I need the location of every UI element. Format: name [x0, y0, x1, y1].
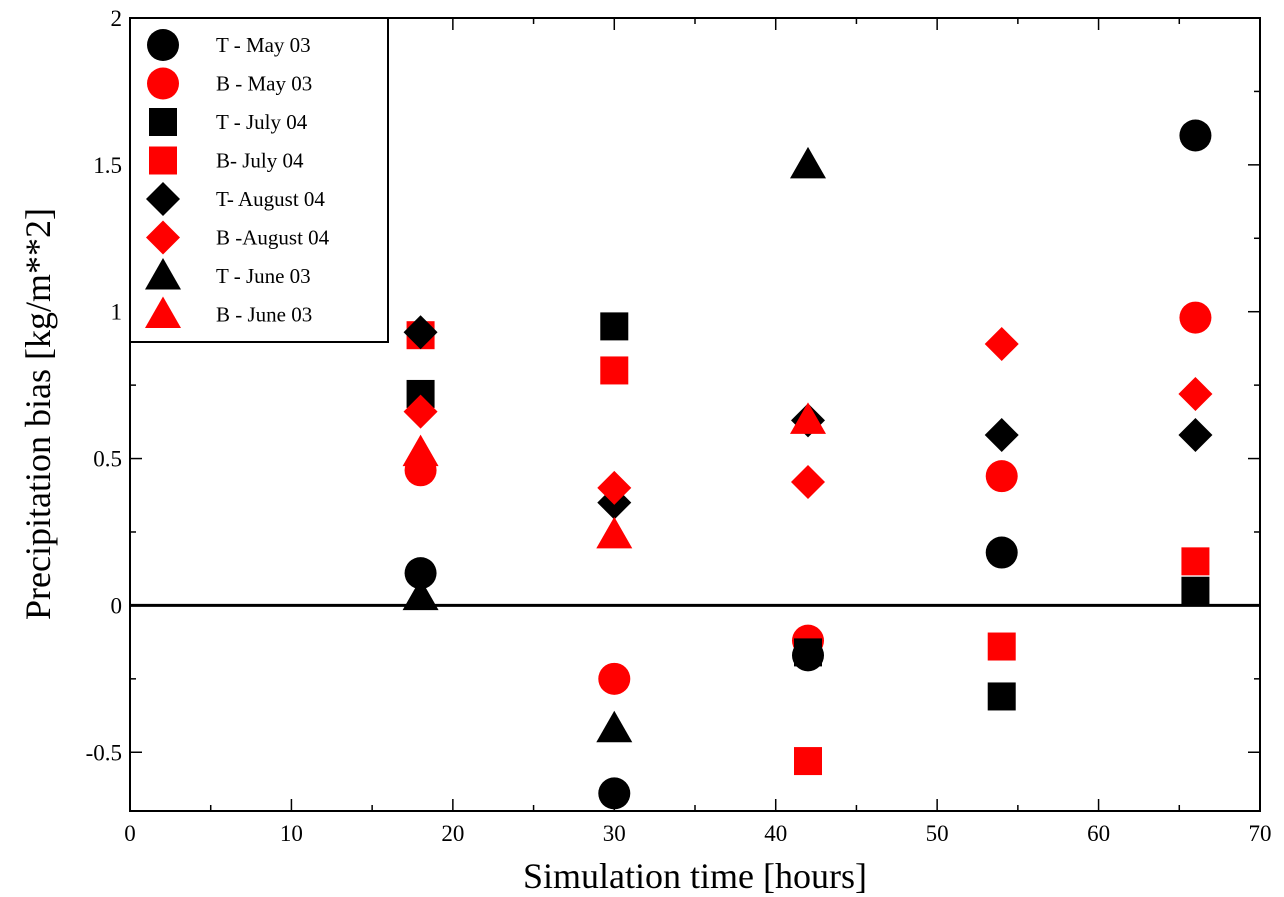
y-tick-label: 1.5	[93, 153, 122, 178]
legend-marker	[145, 296, 181, 328]
x-tick-label: 50	[926, 821, 949, 846]
x-tick-label: 20	[441, 821, 464, 846]
legend-label: T - May 03	[216, 33, 311, 57]
series-7	[402, 402, 826, 549]
legend-marker	[146, 182, 180, 216]
series-0	[404, 119, 1212, 810]
data-point	[1178, 418, 1213, 453]
data-point	[1179, 301, 1212, 334]
legend-marker	[149, 108, 177, 136]
x-tick-label: 10	[280, 821, 303, 846]
data-point	[987, 682, 1016, 711]
data-point	[984, 418, 1019, 453]
data-point	[404, 557, 437, 590]
legend-label: B - June 03	[216, 303, 312, 327]
x-tick-label: 70	[1249, 821, 1272, 846]
data-point	[987, 632, 1016, 661]
series-2	[406, 312, 1210, 711]
legend-marker	[147, 29, 179, 61]
data-point	[790, 402, 826, 434]
legend-marker	[147, 67, 179, 100]
x-tick-label: 30	[603, 821, 626, 846]
legend-label: T- August 04	[216, 187, 325, 211]
data-point	[403, 315, 438, 350]
legend-label: T - July 04	[216, 110, 308, 134]
data-point	[794, 747, 822, 776]
legend-box	[129, 17, 389, 343]
data-point	[600, 312, 629, 341]
data-point	[402, 434, 439, 467]
data-point	[600, 356, 629, 385]
y-tick-label: 0	[111, 593, 123, 618]
data-point	[597, 470, 632, 505]
data-point	[402, 578, 439, 611]
data-point	[790, 146, 826, 179]
data-point	[598, 662, 631, 695]
y-tick-label: 1	[111, 300, 123, 325]
legend-label: T - June 03	[216, 264, 311, 288]
legend-marker	[146, 220, 180, 255]
y-tick-label: 0.5	[93, 447, 122, 472]
x-axis-title: Simulation time [hours]	[523, 856, 867, 896]
x-tick-label: 40	[764, 821, 787, 846]
y-tick-label: -0.5	[86, 740, 122, 765]
legend-label: B- July 04	[216, 149, 304, 173]
data-point	[984, 327, 1019, 362]
data-point	[598, 777, 631, 810]
data-point	[1181, 576, 1210, 605]
y-tick-label: 2	[111, 6, 123, 31]
data-point	[985, 460, 1018, 493]
data-point	[791, 465, 825, 500]
data-point	[1181, 547, 1210, 576]
data-point	[794, 638, 822, 667]
data-point	[596, 710, 633, 743]
data-point	[1179, 119, 1212, 152]
legend-marker	[149, 146, 177, 175]
series-5	[403, 327, 1213, 505]
data-point	[985, 536, 1018, 569]
series-6	[402, 146, 826, 743]
series-3	[406, 321, 1210, 776]
data-point	[596, 516, 633, 549]
data-point	[403, 394, 438, 429]
legend-label: B - May 03	[216, 72, 312, 96]
legend-label: B -August 04	[216, 226, 330, 250]
y-axis-title: Precipitation bias [kg/m**2]	[18, 208, 58, 620]
x-tick-label: 60	[1087, 821, 1110, 846]
legend-marker	[145, 258, 181, 290]
data-point	[1178, 376, 1213, 411]
x-tick-label: 0	[124, 821, 136, 846]
